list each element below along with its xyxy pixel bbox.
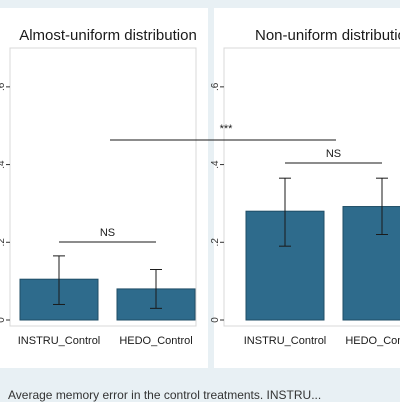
y-tick-label: .2 bbox=[0, 238, 7, 247]
bar bbox=[342, 206, 400, 321]
category-label: INSTRU_Control bbox=[244, 335, 327, 347]
category-label: HEDO_Control bbox=[345, 335, 400, 347]
category-label: HEDO_Control bbox=[119, 335, 192, 347]
significance-label: NS bbox=[100, 227, 115, 239]
panel-almost-uniform: Almost-uniform distribution 0 .2 .4 .6 INSTR… bbox=[0, 8, 208, 368]
panel-non-uniform: Non-uniform distribution 0 .2 .4 .6 INSTRU_C… bbox=[210, 8, 400, 368]
plot-marks: 0 .2 .4 .6 INSTRU_Control HEDO_Control NS bbox=[210, 82, 400, 347]
chart-title: Almost-uniform distribution bbox=[19, 27, 197, 44]
significance-label: NS bbox=[326, 148, 341, 160]
y-tick-label: .2 bbox=[210, 238, 221, 247]
y-tick-label: 0 bbox=[0, 317, 7, 323]
y-tick-label: .6 bbox=[0, 82, 7, 91]
cross-significance-label: *** bbox=[220, 123, 234, 135]
cross-comparison: *** bbox=[110, 123, 336, 141]
figure-caption: Average memory error in the control trea… bbox=[8, 388, 322, 402]
category-label: INSTRU_Control bbox=[18, 335, 101, 347]
y-tick-label: .4 bbox=[210, 160, 221, 169]
chart-title: Non-uniform distribution bbox=[255, 27, 400, 44]
y-tick-label: .6 bbox=[210, 82, 221, 91]
y-tick-label: 0 bbox=[210, 317, 221, 323]
y-tick-label: .4 bbox=[0, 160, 7, 169]
plot-marks: 0 .2 .4 .6 INSTRU_Control HEDO_Control NS bbox=[0, 82, 196, 347]
